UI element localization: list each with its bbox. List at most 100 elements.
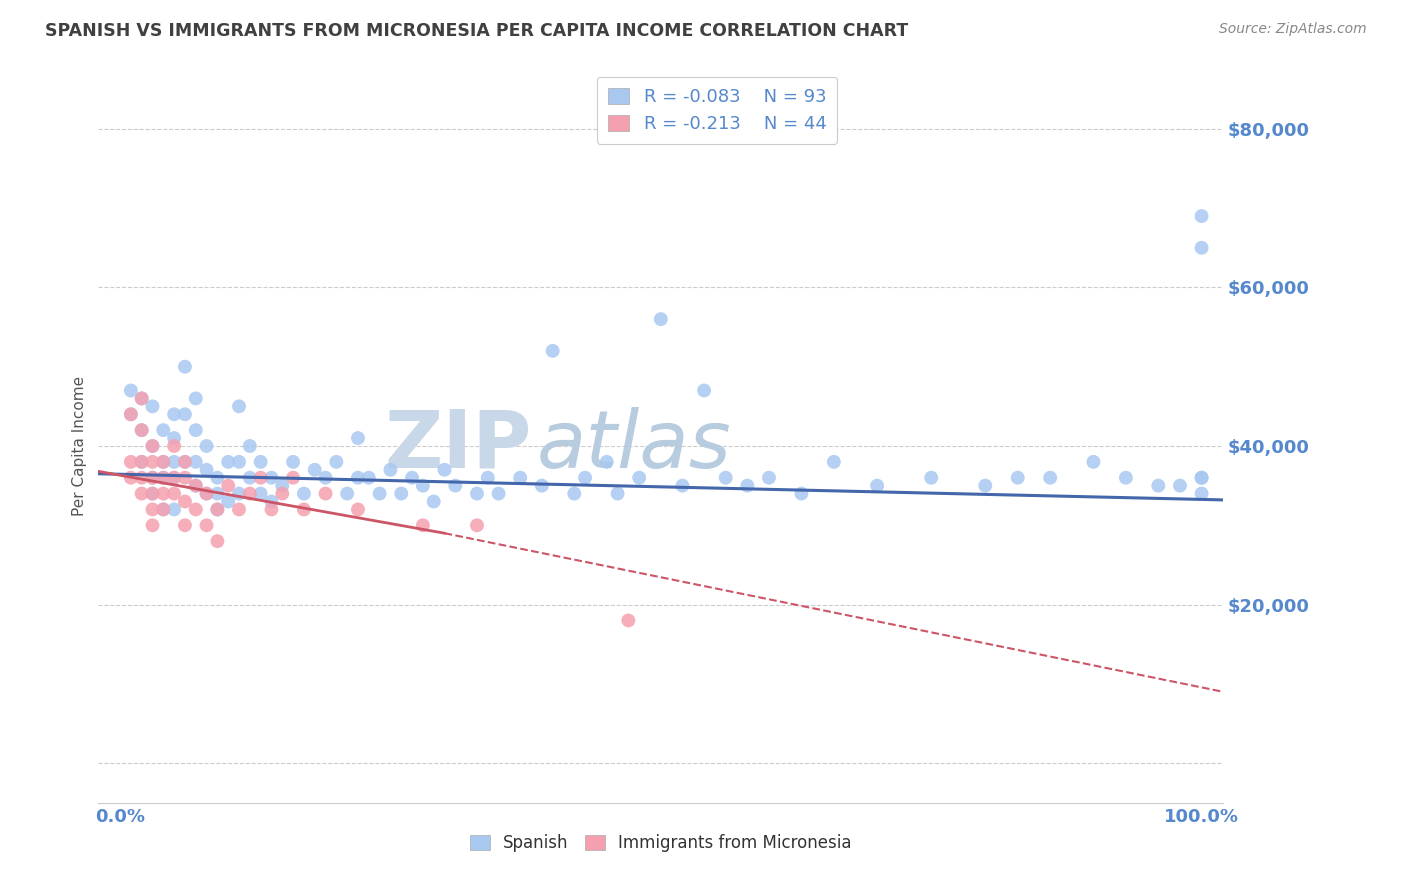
Point <box>260 494 283 508</box>
Point <box>152 455 174 469</box>
Point <box>207 502 229 516</box>
Point <box>401 471 423 485</box>
Point <box>141 471 163 485</box>
Point <box>336 486 359 500</box>
Point <box>163 407 186 421</box>
Point <box>152 471 174 485</box>
Point <box>207 502 229 516</box>
Point <box>195 439 218 453</box>
Point <box>207 471 229 485</box>
Point <box>1191 471 1213 485</box>
Point <box>671 478 693 492</box>
Point <box>974 478 997 492</box>
Point <box>249 486 271 500</box>
Point <box>207 534 229 549</box>
Point <box>260 502 283 516</box>
Point <box>422 494 444 508</box>
Point <box>357 471 380 485</box>
Point <box>174 455 197 469</box>
Point <box>120 455 142 469</box>
Point <box>650 312 672 326</box>
Point <box>163 486 186 500</box>
Point <box>174 518 197 533</box>
Point <box>131 455 153 469</box>
Text: SPANISH VS IMMIGRANTS FROM MICRONESIA PER CAPITA INCOME CORRELATION CHART: SPANISH VS IMMIGRANTS FROM MICRONESIA PE… <box>45 22 908 40</box>
Point <box>239 439 262 453</box>
Point <box>131 471 153 485</box>
Point <box>163 431 186 445</box>
Point <box>347 471 370 485</box>
Point <box>163 455 186 469</box>
Text: ZIP: ZIP <box>384 407 531 485</box>
Point <box>488 486 510 500</box>
Point <box>1115 471 1137 485</box>
Point <box>163 502 186 516</box>
Point <box>163 471 186 485</box>
Point <box>271 486 294 500</box>
Point <box>174 407 197 421</box>
Point <box>823 455 845 469</box>
Point <box>465 486 488 500</box>
Point <box>281 471 304 485</box>
Point <box>596 455 619 469</box>
Point <box>141 502 163 516</box>
Point <box>1191 209 1213 223</box>
Point <box>790 486 813 500</box>
Point <box>184 392 207 406</box>
Point <box>1168 478 1191 492</box>
Point <box>737 478 759 492</box>
Point <box>380 463 402 477</box>
Point <box>217 494 239 508</box>
Point <box>141 471 163 485</box>
Point <box>141 455 163 469</box>
Point <box>184 502 207 516</box>
Point <box>228 486 250 500</box>
Point <box>141 439 163 453</box>
Point <box>184 478 207 492</box>
Point <box>131 423 153 437</box>
Point <box>693 384 716 398</box>
Point <box>195 486 218 500</box>
Point <box>174 494 197 508</box>
Point <box>412 518 434 533</box>
Point <box>120 407 142 421</box>
Point <box>1191 471 1213 485</box>
Point <box>152 502 174 516</box>
Point <box>239 486 262 500</box>
Point <box>1191 486 1213 500</box>
Point <box>152 471 174 485</box>
Point <box>271 478 294 492</box>
Point <box>412 478 434 492</box>
Point <box>174 359 197 374</box>
Point <box>174 471 197 485</box>
Point <box>1147 478 1170 492</box>
Point <box>249 455 271 469</box>
Point <box>120 384 142 398</box>
Point <box>141 439 163 453</box>
Point <box>141 486 163 500</box>
Point <box>217 455 239 469</box>
Point <box>260 471 283 485</box>
Point <box>163 439 186 453</box>
Point <box>228 400 250 414</box>
Point <box>541 343 564 358</box>
Point <box>444 478 467 492</box>
Point <box>304 463 326 477</box>
Point <box>195 518 218 533</box>
Point <box>228 455 250 469</box>
Point <box>131 455 153 469</box>
Point <box>131 392 153 406</box>
Point <box>617 614 640 628</box>
Point <box>249 471 271 485</box>
Point <box>347 431 370 445</box>
Point <box>758 471 780 485</box>
Point <box>433 463 456 477</box>
Point <box>281 455 304 469</box>
Point <box>228 502 250 516</box>
Point <box>292 486 315 500</box>
Y-axis label: Per Capita Income: Per Capita Income <box>72 376 87 516</box>
Point <box>465 518 488 533</box>
Point <box>152 423 174 437</box>
Point <box>120 471 142 485</box>
Point <box>1039 471 1062 485</box>
